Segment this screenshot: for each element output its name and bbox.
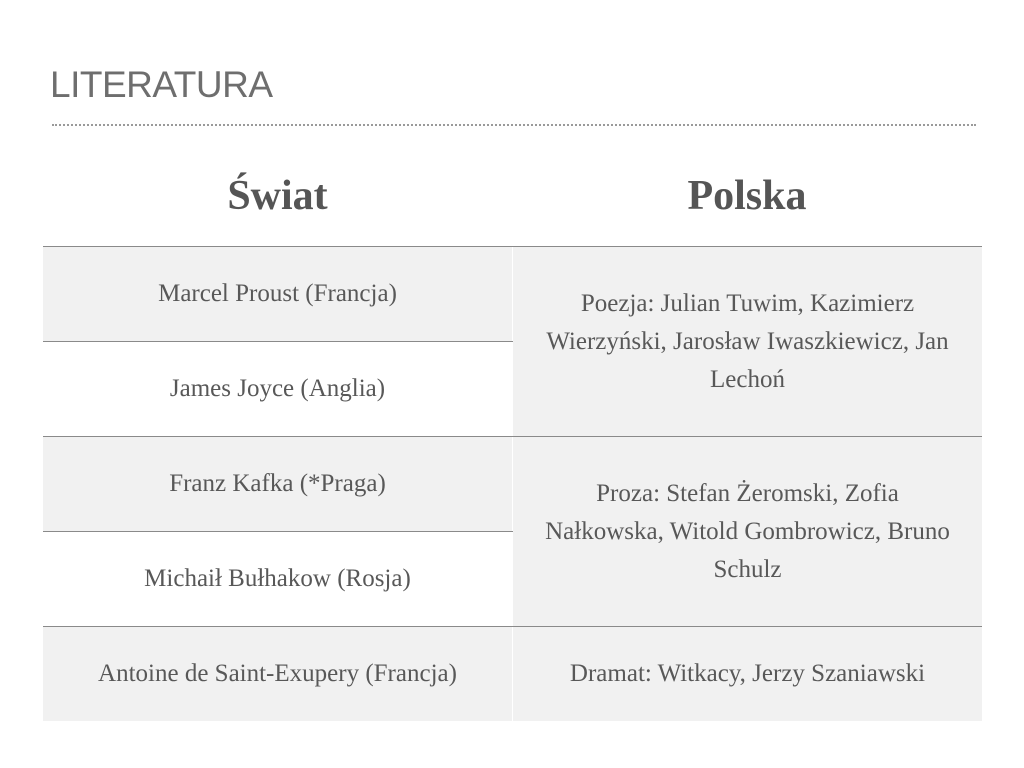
poland-cell-prose: Proza: Stefan Żeromski, Zofia Nałkowska,…	[513, 437, 982, 626]
world-cell: Marcel Proust (Francja)	[43, 247, 512, 341]
slide-title: LITERATURA	[50, 64, 273, 105]
world-cell: Antoine de Saint-Exupery (Francja)	[43, 627, 512, 721]
world-cell: Michaił Bułhakow (Rosja)	[144, 565, 411, 592]
row-rule	[43, 246, 982, 247]
world-cell: Franz Kafka (*Praga)	[43, 437, 512, 531]
header-world: Świat	[227, 173, 328, 219]
header-poland: Polska	[687, 173, 807, 219]
row-rule	[43, 436, 982, 437]
row-rule	[43, 531, 513, 532]
row-rule	[43, 626, 982, 627]
dotted-divider	[52, 124, 976, 126]
world-cell: James Joyce (Anglia)	[169, 375, 386, 402]
poland-cell-poetry: Poezja: Julian Tuwim, Kazimierz Wierzyńs…	[513, 247, 982, 436]
poland-cell-drama: Dramat: Witkacy, Jerzy Szaniawski	[513, 627, 982, 721]
row-rule	[43, 341, 513, 342]
